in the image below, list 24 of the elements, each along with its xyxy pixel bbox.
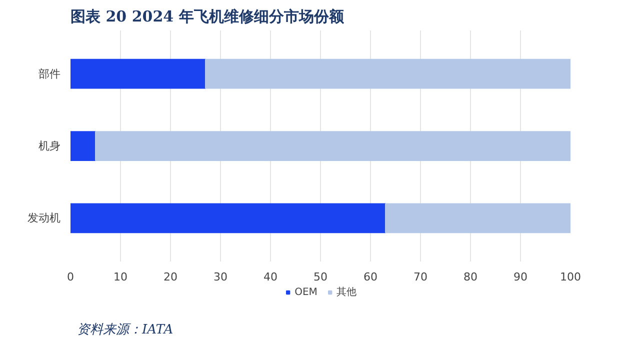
x-tick-label: 0	[67, 270, 74, 284]
bar	[70, 131, 96, 161]
chart-title: 图表 20 2024 年飞机维修细分市场份额	[70, 8, 345, 26]
legend-label: 其他	[336, 286, 356, 299]
bar	[205, 58, 570, 89]
text: 资料来源：IATA	[76, 322, 174, 338]
x-tick-label: 90	[514, 270, 528, 284]
y-tick-label: 部件	[38, 67, 60, 80]
x-tick-label: 10	[114, 270, 128, 284]
x-tick-label: 40	[264, 270, 278, 284]
y-tick-label: 机身	[38, 140, 60, 152]
bar	[70, 58, 206, 89]
y-tick-label: 发动机	[28, 212, 60, 225]
bar	[385, 203, 570, 234]
x-tick-label: 50	[314, 270, 328, 284]
x-tick-label: 20	[164, 270, 178, 284]
x-tick-label: 60	[364, 270, 378, 284]
bar	[95, 131, 570, 161]
legend-label: OEM	[294, 286, 318, 298]
x-tick-label: 80	[464, 270, 478, 284]
x-tick-label: 100	[560, 270, 581, 284]
bar	[70, 203, 386, 234]
x-tick-label: 70	[414, 270, 428, 284]
x-tick-label: 30	[214, 270, 228, 284]
